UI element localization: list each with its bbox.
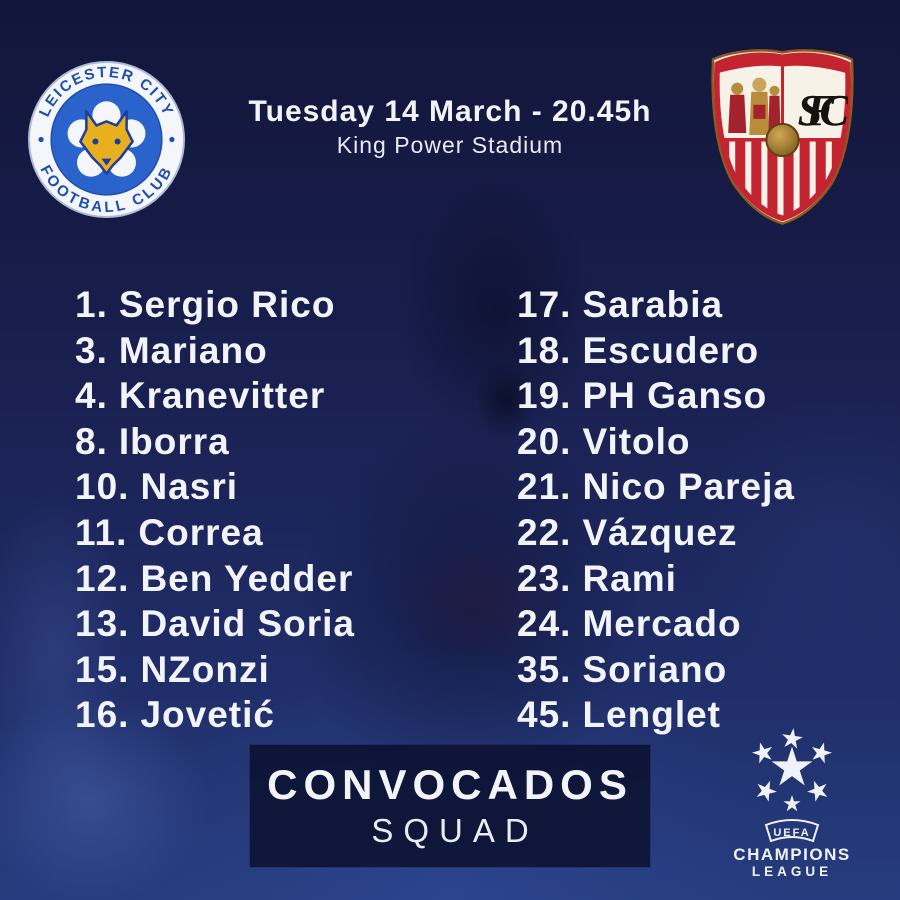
squad-list-item: 45. Lenglet — [517, 692, 795, 738]
number-separator: . — [96, 284, 108, 325]
squad-list-item: 10. Nasri — [75, 464, 355, 510]
player-number: 22 — [517, 511, 561, 553]
player-number: 3 — [75, 329, 97, 371]
squad-list-item: 11. Correa — [75, 510, 355, 556]
player-name: Sarabia — [582, 284, 724, 325]
player-number: 4 — [75, 375, 97, 417]
player-number: 45 — [517, 694, 561, 736]
player-number: 35 — [517, 648, 561, 690]
number-separator: . — [560, 648, 572, 690]
squad-list-item: 22. Vázquez — [517, 510, 795, 556]
player-name: Nasri — [140, 466, 238, 508]
number-separator: . — [118, 648, 130, 690]
squad-list-item: 13. David Soria — [75, 601, 355, 647]
player-name: Nico Pareja — [582, 466, 795, 508]
player-name: Kranevitter — [118, 375, 326, 417]
squad-list-item: 21. Nico Pareja — [517, 464, 795, 510]
squad-list-item: 3. Mariano — [75, 328, 355, 374]
match-date-time: Tuesday 14 March - 20.45h — [248, 95, 652, 128]
player-number: 15 — [75, 648, 119, 690]
match-venue: King Power Stadium — [336, 132, 564, 158]
player-name: NZonzi — [140, 648, 270, 690]
player-name: David Soria — [140, 603, 356, 645]
uefa-badge-icon: UEFA — [764, 819, 820, 843]
player-name: Vitolo — [582, 420, 691, 462]
player-number: 24 — [517, 603, 561, 645]
number-separator: . — [560, 694, 572, 736]
competition-name-line2: LEAGUE — [752, 864, 832, 879]
player-number: 19 — [517, 375, 561, 417]
number-separator: . — [560, 557, 572, 599]
number-separator: . — [560, 603, 572, 645]
squad-title-english: SQUAD — [371, 812, 539, 850]
player-name: Correa — [138, 511, 264, 553]
player-name: Rami — [582, 557, 677, 599]
player-number: 16 — [75, 694, 119, 736]
number-separator: . — [560, 420, 572, 462]
player-name: Jovetić — [140, 694, 275, 736]
number-separator: . — [118, 557, 130, 599]
number-separator: . — [96, 420, 108, 462]
player-number: 20 — [517, 420, 561, 462]
player-number: 12 — [75, 557, 119, 599]
number-separator: . — [118, 694, 130, 736]
uefa-label: UEFA — [773, 827, 810, 839]
player-name: PH Ganso — [582, 375, 768, 417]
player-number: 8 — [75, 420, 97, 462]
player-number: 1 — [75, 284, 97, 325]
squad-list-right: 17. Sarabia 18. Escudero 19. PH Ganso 20. Vi… — [517, 282, 795, 738]
number-separator: . — [560, 329, 572, 371]
player-name: Lenglet — [582, 694, 721, 736]
squad-list-item: 19. PH Ganso — [517, 373, 795, 419]
squad-list-item: 8. Iborra — [75, 419, 355, 465]
player-number: 23 — [517, 557, 561, 599]
number-separator: . — [560, 466, 572, 508]
squad-list-item: 15. NZonzi — [75, 647, 355, 693]
player-name: Soriano — [582, 648, 728, 690]
competition-name-line1: CHAMPIONS — [733, 845, 850, 864]
crest-ball-icon — [765, 122, 800, 158]
player-name: Escudero — [582, 329, 760, 371]
number-separator: . — [118, 466, 130, 508]
squad-list-item: 4. Kranevitter — [75, 373, 355, 419]
squad-list-item: 12. Ben Yedder — [75, 556, 355, 602]
squad-list-item: 23. Rami — [517, 556, 795, 602]
player-number: 17 — [517, 284, 561, 325]
player-name: Mariano — [118, 329, 268, 371]
saints-figures-icon — [728, 77, 781, 135]
number-separator: . — [116, 511, 128, 553]
number-separator: . — [560, 375, 572, 417]
player-name: Ben Yedder — [140, 557, 354, 599]
starball-icon — [749, 728, 835, 812]
player-number: 11 — [75, 511, 117, 553]
player-name: Iborra — [118, 420, 230, 462]
player-name: Mercado — [582, 603, 742, 645]
squad-list-item: 1. Sergio Rico — [75, 282, 355, 328]
squad-list-item: 24. Mercado — [517, 601, 795, 647]
squad-title-spanish: CONVOCADOS — [267, 760, 633, 808]
champions-league-logo-icon: UEFA CHAMPIONS LEAGUE — [733, 728, 850, 879]
squad-list-item: 16. Jovetić — [75, 692, 355, 738]
player-number: 13 — [75, 603, 119, 645]
sevilla-fc-crest-icon: SFC — [711, 49, 854, 225]
player-number: 18 — [517, 329, 561, 371]
squad-list-item: 35. Soriano — [517, 647, 795, 693]
number-separator: . — [560, 511, 572, 553]
squad-list-item: 17. Sarabia — [517, 282, 795, 328]
number-separator: . — [96, 375, 108, 417]
squad-list-left: 1. Sergio Rico 3. Mariano 4. Kranevitter 8.… — [75, 282, 355, 738]
player-name: Vázquez — [582, 511, 738, 553]
fox-head-icon — [79, 110, 134, 175]
player-number: 21 — [517, 466, 561, 508]
squad-title-panel: CONVOCADOS SQUAD — [250, 745, 650, 867]
number-separator: . — [560, 284, 572, 325]
number-separator: . — [96, 329, 108, 371]
player-number: 10 — [75, 466, 119, 508]
number-separator: . — [118, 603, 130, 645]
squad-list-item: 18. Escudero — [517, 328, 795, 374]
squad-list-item: 20. Vitolo — [517, 419, 795, 465]
leicester-city-crest-icon: LEICESTER CITY FOOTBALL CLUB — [28, 61, 185, 218]
player-name: Sergio Rico — [118, 284, 336, 325]
